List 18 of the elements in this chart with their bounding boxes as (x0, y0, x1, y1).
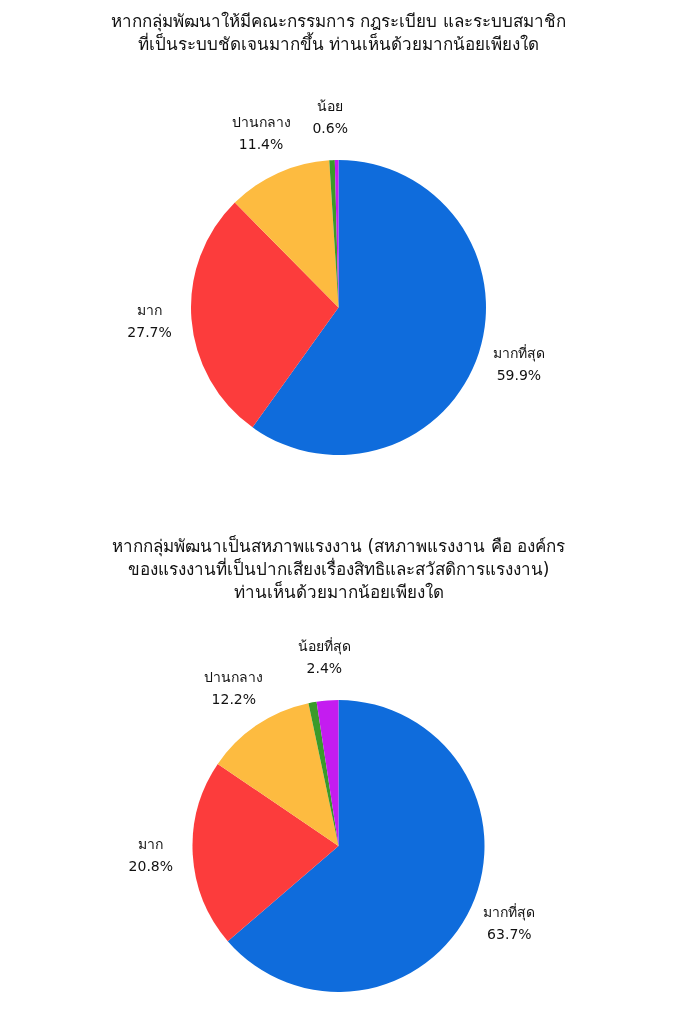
slice-label: น้อยที่สุด (297, 637, 351, 656)
slice-label: มากที่สุด (483, 903, 536, 922)
data-label: 63.7% (487, 926, 532, 943)
chart-title: หากกลุ่มพัฒนาให้มีคณะกรรมการ กฎระเบียบ และระบบสมาชิก ที่เป็นระบบชัดเจนมากขึ้น ท่านเห็นด้วยมากน้อยเพียงใด (110, 10, 567, 56)
slice-label: ปานกลาง (204, 669, 264, 686)
data-label: 20.8% (128, 858, 174, 875)
slice-label: มากที่สุด (492, 344, 545, 363)
data-label: 27.7% (127, 324, 172, 341)
slice-label: มาก (137, 302, 163, 319)
data-label: 12.2% (211, 691, 257, 708)
slice-label: น้อย (317, 97, 344, 114)
slice-label: มาก (138, 836, 164, 853)
data-label: 59.9% (496, 367, 542, 384)
data-label: 2.4% (306, 660, 343, 677)
chart-title: หากกลุ่มพัฒนาเป็นสหภาพแรงงาน (สหภาพแรงงาน คือ องค์กร ของแรงงานที่เป็นปากเสียงเรื่องสิทธิและสวัสดิการแรงงาน) ท่านเห็นด้วยมากน้อยเพียงใด (111, 534, 566, 604)
slice-label: ปานกลาง (231, 114, 291, 131)
data-label: 0.6% (312, 119, 348, 136)
data-label: 11.4% (238, 136, 284, 153)
